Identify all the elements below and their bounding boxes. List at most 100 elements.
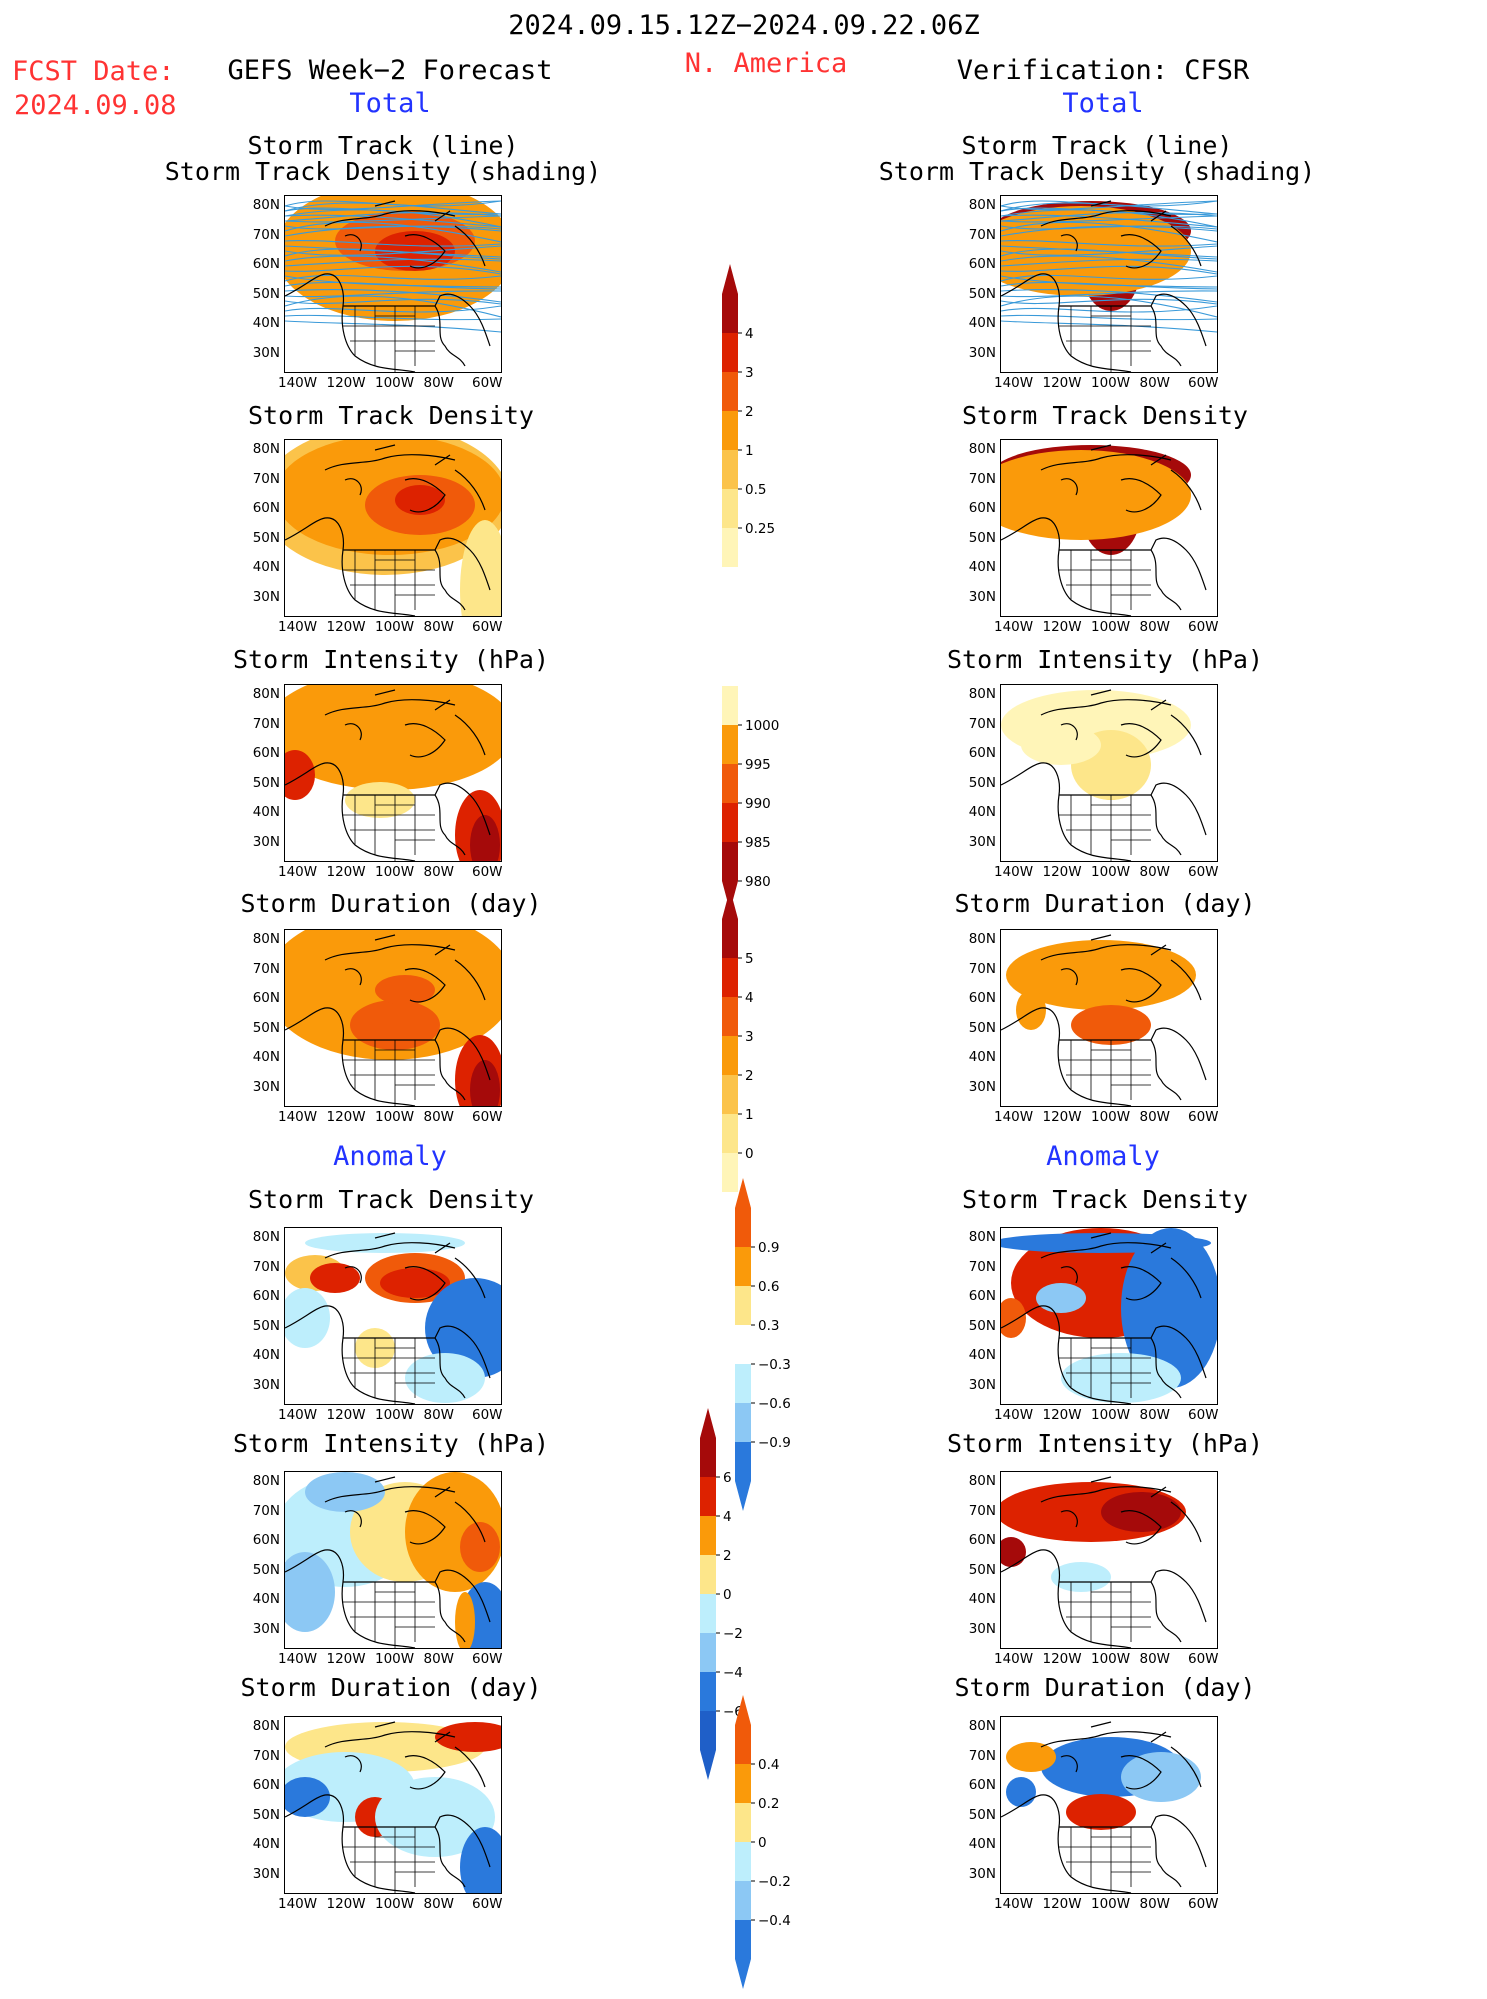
state-borders	[1059, 306, 1151, 372]
colorbar-segment	[700, 1711, 716, 1750]
storm-track-line	[1001, 209, 1217, 228]
map-svg	[1001, 1721, 1207, 1893]
title-anom-intensity-right: Storm Intensity (hPa)	[946, 1429, 1264, 1458]
lat-label: 50N	[252, 1806, 280, 1823]
lat-label: 30N	[968, 1865, 996, 1882]
storm-track-line	[285, 265, 501, 275]
lon-label: 120W	[326, 619, 366, 635]
lon-label: 60W	[1188, 619, 1219, 635]
lon-label: 100W	[375, 1109, 415, 1125]
lon-label: 60W	[1188, 864, 1219, 880]
shade-region	[1101, 1492, 1181, 1532]
coastline	[324, 444, 486, 513]
storm-track-line	[1001, 281, 1217, 290]
lat-label: 50N	[968, 529, 996, 546]
lat-label: 50N	[968, 1317, 996, 1334]
colorbar-segment	[722, 997, 738, 1036]
lon-label: 120W	[1042, 1109, 1082, 1125]
coastline	[1001, 762, 1207, 861]
coastline	[1001, 1549, 1207, 1648]
title-duration-left: Storm Duration (day)	[240, 889, 542, 918]
title-storm-track-shading-right: Storm Track Density (shading)	[878, 157, 1316, 186]
storm-track-line	[285, 281, 501, 290]
colorbar-segment	[735, 1842, 751, 1881]
map-panel-aduration_L	[284, 1716, 502, 1894]
lon-label: 140W	[994, 1896, 1034, 1912]
colorbar-segment	[700, 1477, 716, 1516]
lon-label: 80W	[1139, 1109, 1171, 1125]
lon-label: 140W	[278, 1896, 318, 1912]
title-density-right: Storm Track Density	[962, 401, 1248, 430]
storm-track-line	[1001, 200, 1217, 211]
colorbar-arrow-top	[722, 889, 738, 919]
map-panel-track_R	[1000, 195, 1218, 373]
lat-label: 60N	[252, 1532, 280, 1548]
colorbar-label: −0.2	[758, 1874, 791, 1890]
coastline	[1040, 200, 1202, 269]
lon-label: 80W	[1139, 864, 1171, 880]
storm-track-line	[285, 255, 501, 273]
lat-label: 40N	[968, 804, 996, 820]
lon-label: 80W	[423, 1896, 455, 1912]
colorbar-label: 980	[745, 874, 771, 890]
shade-region	[395, 485, 445, 515]
lat-label: 80N	[968, 931, 996, 947]
storm-track-line	[1001, 265, 1217, 275]
lat-label: 60N	[968, 745, 996, 761]
colorbar-segment	[722, 372, 738, 411]
lon-label: 120W	[326, 1109, 366, 1125]
storm-track-line	[285, 314, 501, 321]
lon-label: 140W	[994, 619, 1034, 635]
lat-label: 30N	[968, 1078, 996, 1095]
colorbar-label: −0.4	[758, 1913, 791, 1929]
state-borders	[343, 550, 435, 616]
storm-track-line	[285, 211, 501, 222]
storm-track-line	[285, 225, 501, 237]
lat-label: 80N	[252, 1718, 280, 1734]
storm-track-line	[285, 295, 501, 318]
lon-label: 80W	[423, 1109, 455, 1125]
coastline	[1040, 934, 1202, 1003]
lat-label: 30N	[968, 1376, 996, 1393]
lat-label: 70N	[252, 1502, 280, 1519]
colorbar-label: −4	[723, 1665, 743, 1681]
lat-label: 40N	[968, 1836, 996, 1852]
lon-label: 100W	[1091, 619, 1131, 635]
colorbar-label: 1000	[745, 718, 779, 734]
lon-label: 60W	[1188, 1109, 1219, 1125]
storm-track-line	[1001, 211, 1217, 222]
lat-label: 80N	[968, 441, 996, 457]
lon-label: 100W	[375, 1896, 415, 1912]
map-panel-duration_L	[284, 929, 502, 1107]
shade-region	[1036, 1283, 1086, 1313]
storm-track-line	[1001, 225, 1217, 230]
coastline	[285, 1549, 491, 1648]
shade-region	[285, 685, 501, 790]
lon-label: 80W	[423, 1407, 455, 1423]
map-panel-aintensity_L	[284, 1471, 502, 1649]
map-panel-track_L	[284, 195, 502, 373]
lat-label: 50N	[252, 529, 280, 546]
colorbar-segment	[722, 450, 738, 489]
colorbar-arrow-bottom	[700, 1750, 716, 1780]
storm-track-line	[285, 289, 501, 303]
shade-region	[455, 1592, 475, 1648]
map-svg	[285, 1232, 501, 1404]
storm-track-line	[1001, 295, 1217, 318]
lon-label: 120W	[1042, 1407, 1082, 1423]
storm-track-line	[1001, 290, 1217, 298]
lat-label: 80N	[252, 1473, 280, 1489]
lat-label: 30N	[252, 588, 280, 605]
lon-label: 60W	[472, 1109, 503, 1125]
lon-label: 60W	[1188, 1896, 1219, 1912]
lat-label: 80N	[968, 197, 996, 213]
lon-label: 140W	[278, 375, 318, 391]
colorbar-segment	[722, 919, 738, 958]
colorbar-segment	[700, 1555, 716, 1594]
lat-label: 50N	[968, 1019, 996, 1036]
state-borders	[343, 306, 435, 372]
storm-track-line	[285, 245, 501, 258]
lat-label: 40N	[968, 315, 996, 331]
colorbar-segment	[722, 411, 738, 450]
map-svg	[285, 440, 501, 616]
